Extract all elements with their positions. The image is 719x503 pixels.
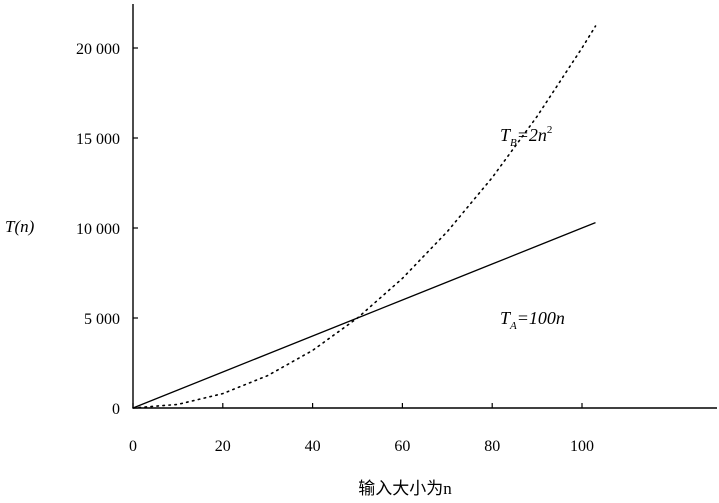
series-label-t: T (500, 125, 512, 145)
axes (132, 4, 717, 409)
x-tick-label: 60 (394, 438, 410, 455)
series-label-subscript: A (509, 320, 517, 332)
series-line-tb (132, 25, 597, 409)
x-ticks: 0 20 40 60 80 100 (129, 403, 594, 455)
x-tick-label: 40 (305, 438, 321, 455)
series-label-subscript: B (510, 137, 517, 149)
series-line-ta (132, 221, 596, 409)
y-tick-label: 15 000 (76, 131, 120, 148)
y-tick-label: 20 000 (76, 41, 120, 58)
y-ticks: 0 5 000 10 000 15 000 20 000 (76, 41, 138, 418)
series-label-formula: =2n (517, 125, 547, 145)
series-label-t: T (500, 308, 512, 328)
series-label-formula: =100n (517, 308, 565, 328)
x-tick-label: 0 (129, 438, 137, 455)
x-axis-label: 输入大小为n (358, 479, 452, 498)
series-group (132, 25, 597, 409)
y-tick-label: 0 (112, 401, 120, 418)
series-label-superscript: 2 (547, 124, 553, 136)
series-label-tb: TB=2n2 (500, 124, 552, 149)
x-tick-label: 80 (484, 438, 500, 455)
series-label-ta: TA=100n (500, 308, 565, 332)
y-tick-label: 10 000 (76, 221, 120, 238)
y-axis-label: T(n) (5, 217, 35, 236)
y-tick-label: 5 000 (84, 311, 120, 328)
x-tick-label: 100 (570, 438, 594, 455)
x-tick-label: 20 (215, 438, 231, 455)
